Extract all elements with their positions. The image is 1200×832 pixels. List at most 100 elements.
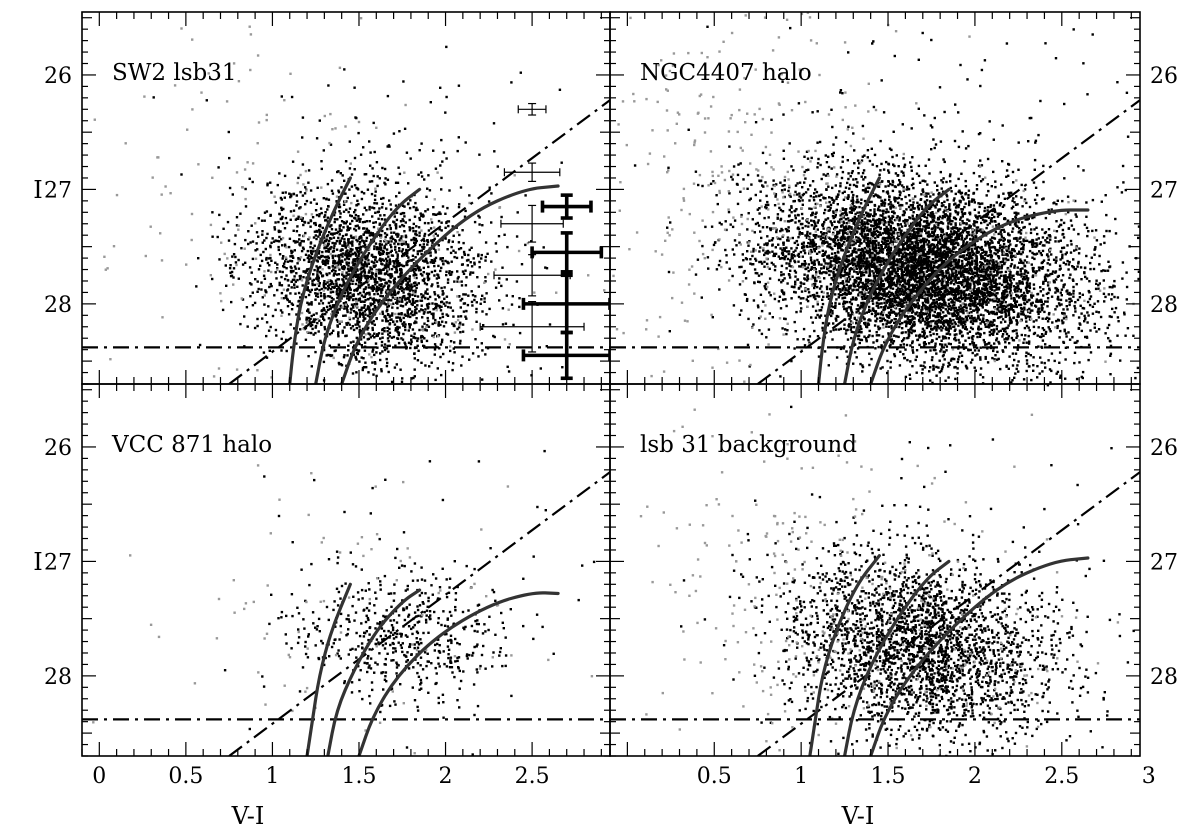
data-point bbox=[343, 68, 346, 71]
data-point bbox=[323, 255, 326, 259]
data-point bbox=[345, 250, 348, 253]
data-point bbox=[402, 264, 406, 268]
data-point bbox=[357, 226, 361, 229]
data-point bbox=[324, 243, 327, 247]
data-point bbox=[332, 247, 336, 250]
data-point bbox=[374, 278, 377, 282]
data-point bbox=[987, 260, 991, 263]
data-point bbox=[295, 313, 298, 316]
data-point bbox=[332, 282, 335, 286]
data-point bbox=[847, 177, 850, 181]
data-point bbox=[415, 317, 418, 320]
data-point bbox=[335, 300, 338, 303]
data-point bbox=[387, 350, 390, 353]
data-point bbox=[867, 222, 870, 226]
data-point bbox=[372, 319, 375, 323]
data-point bbox=[913, 329, 916, 333]
data-point bbox=[388, 261, 391, 265]
data-point bbox=[319, 340, 322, 344]
data-point bbox=[368, 312, 371, 316]
data-point bbox=[874, 347, 877, 350]
data-point bbox=[368, 306, 371, 309]
data-point bbox=[393, 242, 396, 245]
data-point bbox=[480, 257, 483, 260]
data-point bbox=[366, 256, 369, 259]
data-point bbox=[358, 360, 361, 363]
data-point bbox=[289, 270, 293, 273]
data-point bbox=[480, 298, 483, 301]
data-point bbox=[844, 231, 847, 235]
data-point bbox=[356, 317, 360, 320]
data-point bbox=[363, 264, 366, 268]
data-point bbox=[375, 351, 378, 354]
data-point bbox=[463, 215, 467, 218]
data-point bbox=[381, 278, 384, 281]
data-point bbox=[998, 264, 1001, 268]
data-point bbox=[310, 314, 313, 318]
data-point bbox=[235, 216, 239, 219]
data-point bbox=[374, 283, 377, 286]
data-point bbox=[362, 290, 365, 294]
data-point bbox=[426, 261, 429, 265]
data-point bbox=[434, 298, 437, 301]
data-point bbox=[839, 237, 842, 240]
data-point bbox=[444, 236, 447, 239]
data-point bbox=[383, 244, 386, 248]
data-point bbox=[369, 302, 372, 305]
data-point bbox=[399, 272, 402, 276]
data-point bbox=[217, 367, 221, 370]
data-point bbox=[1076, 339, 1079, 343]
data-point bbox=[396, 255, 399, 258]
data-point bbox=[433, 198, 436, 201]
data-point bbox=[898, 314, 901, 317]
data-point bbox=[1028, 249, 1032, 253]
data-point bbox=[349, 266, 353, 269]
data-point bbox=[322, 289, 325, 292]
data-point bbox=[1009, 294, 1013, 297]
data-point bbox=[338, 210, 341, 213]
data-point bbox=[281, 191, 284, 194]
data-point bbox=[342, 356, 346, 359]
data-point bbox=[277, 220, 280, 224]
data-point bbox=[320, 167, 323, 171]
data-point bbox=[380, 262, 383, 265]
data-point bbox=[438, 347, 441, 350]
data-point bbox=[376, 184, 379, 188]
data-point bbox=[301, 246, 305, 249]
data-point bbox=[355, 336, 358, 340]
data-point bbox=[413, 368, 416, 371]
data-point bbox=[411, 298, 415, 301]
data-point bbox=[587, 274, 590, 277]
data-point bbox=[381, 310, 384, 313]
data-point bbox=[991, 241, 994, 244]
data-point bbox=[757, 274, 761, 277]
data-point bbox=[779, 208, 783, 212]
data-point bbox=[892, 227, 896, 230]
data-point bbox=[373, 150, 376, 154]
data-point bbox=[808, 245, 812, 248]
data-point bbox=[343, 354, 346, 357]
data-point bbox=[356, 277, 360, 280]
data-point bbox=[888, 195, 891, 198]
data-point bbox=[422, 271, 425, 274]
data-point bbox=[369, 164, 372, 167]
data-point bbox=[419, 299, 422, 302]
data-point bbox=[814, 202, 817, 206]
data-point bbox=[349, 327, 353, 330]
data-point bbox=[318, 119, 321, 122]
data-point bbox=[960, 354, 964, 357]
data-point bbox=[780, 281, 783, 284]
data-point bbox=[412, 267, 415, 271]
data-point bbox=[406, 296, 410, 300]
data-point bbox=[348, 188, 351, 191]
data-point bbox=[265, 210, 269, 213]
data-point bbox=[962, 222, 966, 225]
data-point bbox=[1015, 323, 1019, 326]
data-point bbox=[324, 286, 327, 290]
data-point bbox=[358, 342, 361, 346]
data-point bbox=[999, 329, 1003, 332]
data-point bbox=[318, 233, 321, 236]
data-point bbox=[408, 206, 412, 210]
data-point bbox=[907, 194, 911, 197]
data-point bbox=[325, 305, 329, 309]
